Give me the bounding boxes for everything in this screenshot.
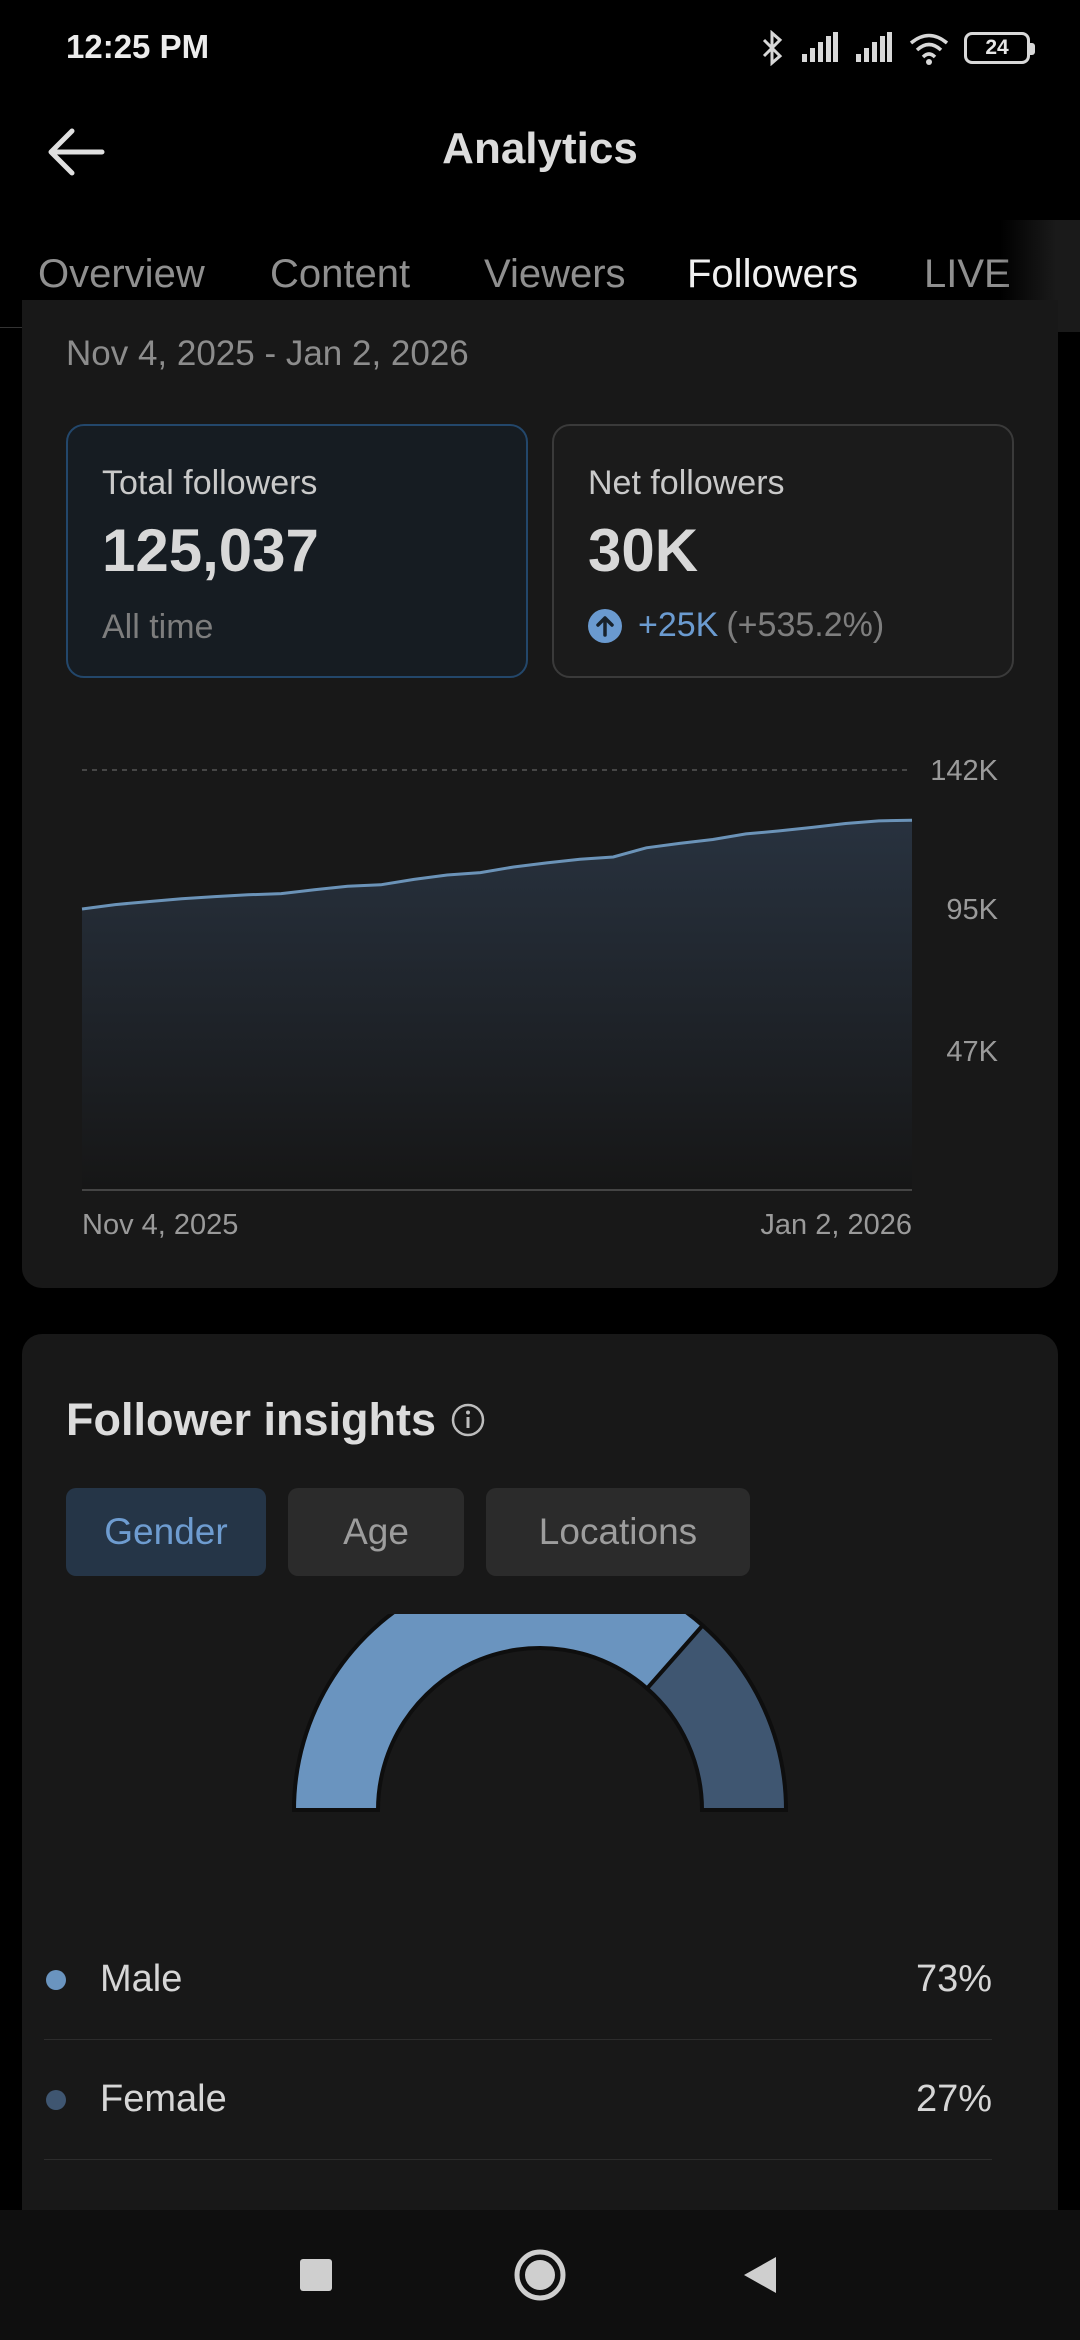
change-percent: (+535.2%) xyxy=(726,606,885,644)
tab-content[interactable]: Content xyxy=(270,252,411,296)
status-bar: 12:25 PM 24 xyxy=(0,0,1080,96)
metric-change: +25K (+535.2%) xyxy=(588,606,884,645)
metric-subtext: All time xyxy=(102,608,214,646)
legend-label: Male xyxy=(100,1958,183,2000)
metric-value: 30K xyxy=(588,517,699,584)
triangle-back-icon xyxy=(744,2257,776,2293)
legend-row-female: Female 27% xyxy=(44,2040,992,2160)
y-tick-label: 95K xyxy=(946,894,998,926)
legend-dot xyxy=(46,2089,66,2110)
back-nav-button[interactable] xyxy=(700,2210,820,2340)
legend-row-male: Male 73% xyxy=(44,1920,992,2040)
legend-label: Female xyxy=(100,2078,227,2120)
section-title: Follower insights xyxy=(66,1394,437,1445)
circle-icon xyxy=(514,2249,566,2301)
total-followers-card[interactable]: Total followers 125,037 All time xyxy=(66,424,528,678)
status-icons: 24 xyxy=(760,28,1035,68)
page-title: Analytics xyxy=(442,124,638,173)
back-button[interactable] xyxy=(40,116,112,188)
legend-value: 27% xyxy=(915,2078,992,2120)
donut-segment-male xyxy=(291,1614,706,1812)
tab-overview[interactable]: Overview xyxy=(38,252,205,296)
insights-title-row: Follower insights xyxy=(66,1394,486,1446)
signal-icon xyxy=(802,32,838,62)
legend-dot xyxy=(46,1969,66,1990)
follower-insights-card: Follower insights Gender Age Locations xyxy=(22,1334,1058,2214)
header: Analytics xyxy=(0,96,1080,206)
status-time: 12:25 PM xyxy=(66,28,210,65)
change-value: +25K xyxy=(638,606,719,644)
wifi-icon xyxy=(909,33,949,65)
followers-area-chart[interactable]: 142K 95K 47K Nov 4, 2025 Jan 2, 2026 xyxy=(22,720,1058,1240)
donut-segment-female xyxy=(644,1622,789,1812)
date-range: Nov 4, 2025 - Jan 2, 2026 xyxy=(66,334,469,373)
metric-value: 125,037 xyxy=(102,517,319,584)
chart-series-line xyxy=(81,818,913,911)
gender-half-donut-chart xyxy=(291,1614,789,1812)
locations-chip[interactable]: Locations xyxy=(486,1488,750,1576)
net-followers-card[interactable]: Net followers 30K +25K (+535.2%) xyxy=(552,424,1014,678)
y-tick-label: 47K xyxy=(946,1036,998,1068)
system-nav-bar xyxy=(0,2210,1080,2340)
chart-area-fill xyxy=(82,820,912,1190)
metric-label: Net followers xyxy=(588,464,785,502)
followers-card: Nov 4, 2025 - Jan 2, 2026 Total follower… xyxy=(22,300,1058,1288)
tab-live[interactable]: LIVE xyxy=(924,252,1011,296)
arrow-up-circle-icon xyxy=(588,608,622,643)
square-icon xyxy=(300,2259,332,2291)
recents-button[interactable] xyxy=(256,2210,376,2340)
y-tick-label: 142K xyxy=(930,755,998,787)
x-tick-label: Jan 2, 2026 xyxy=(760,1209,912,1240)
age-chip[interactable]: Age xyxy=(288,1488,464,1576)
metric-label: Total followers xyxy=(102,464,318,502)
bluetooth-icon xyxy=(762,30,783,66)
tab-viewers[interactable]: Viewers xyxy=(484,252,626,296)
battery-indicator: 24 xyxy=(964,32,1035,64)
tab-followers[interactable]: Followers xyxy=(687,252,859,296)
legend-value: 73% xyxy=(915,1958,992,2000)
arrow-left-icon xyxy=(48,128,105,176)
info-icon[interactable] xyxy=(450,1402,486,1438)
home-button[interactable] xyxy=(480,2210,600,2340)
signal-icon xyxy=(856,32,892,62)
gender-chip[interactable]: Gender xyxy=(66,1488,266,1576)
x-tick-label: Nov 4, 2025 xyxy=(82,1209,238,1240)
